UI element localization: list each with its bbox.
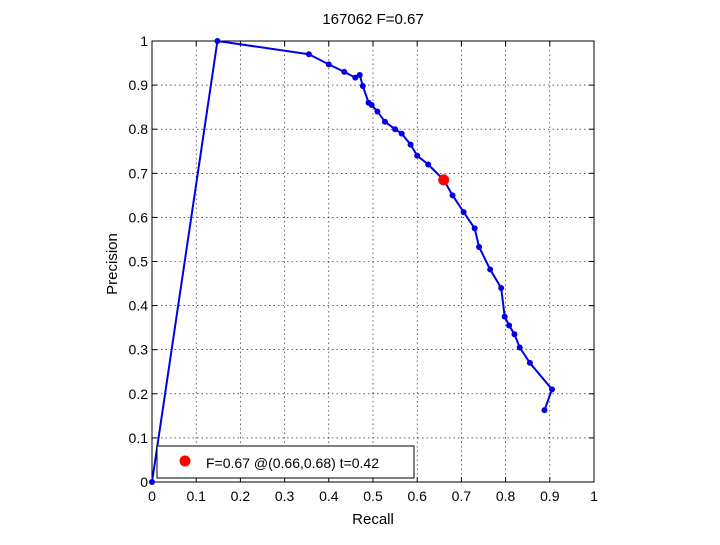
data-point	[368, 101, 375, 108]
x-tick-label: 0.6	[407, 488, 427, 504]
legend: F=0.67 @(0.66,0.68) t=0.42	[156, 445, 415, 479]
x-tick-label: 0	[148, 488, 156, 504]
data-point	[471, 225, 478, 232]
data-point	[305, 51, 312, 58]
data-point	[511, 331, 518, 338]
data-point	[476, 243, 483, 250]
x-axis-label: Recall	[352, 511, 394, 528]
x-tick-label: 0.7	[452, 488, 472, 504]
data-point	[460, 209, 467, 216]
data-point	[359, 82, 366, 89]
data-point	[325, 61, 332, 68]
y-tick-label: 0.6	[129, 209, 149, 225]
x-tick-label: 0.2	[231, 488, 251, 504]
data-point	[425, 161, 432, 168]
y-tick-label: 1	[140, 33, 148, 49]
plot-frame	[151, 40, 595, 483]
data-point	[526, 359, 533, 366]
data-point	[149, 479, 155, 485]
data-point	[516, 344, 523, 351]
x-tick-label: 0.8	[496, 488, 516, 504]
data-point	[498, 284, 505, 291]
data-point	[449, 192, 456, 199]
data-point	[407, 141, 414, 148]
x-tick-label: 0.1	[186, 488, 206, 504]
chart-title: 167062 F=0.67	[322, 11, 423, 28]
legend-marker	[179, 455, 191, 467]
data-point	[541, 407, 548, 414]
x-tick-label: 0.3	[275, 488, 295, 504]
series-layer	[149, 38, 556, 485]
data-point	[341, 68, 348, 75]
y-tick-label: 0.2	[129, 386, 149, 402]
data-point	[352, 74, 359, 81]
data-point	[214, 38, 221, 44]
axis-ticks: 0 0.1 0.2 0.3 0.4 0.5 0.6 0.7 0.8 0.9 1 0 0.1 0.2 0.3 0…	[129, 33, 599, 504]
data-point	[414, 152, 421, 159]
data-point	[356, 71, 363, 78]
data-point	[392, 126, 399, 133]
data-point	[487, 266, 494, 273]
legend-box	[156, 445, 415, 479]
y-tick-label: 0.7	[129, 165, 149, 181]
data-point	[549, 386, 556, 393]
y-tick-label: 0.4	[129, 298, 149, 314]
y-tick-label: 0.3	[129, 342, 149, 358]
data-point	[381, 118, 388, 125]
y-tick-label: 0.5	[129, 254, 149, 270]
y-tick-label: 0.9	[129, 77, 149, 93]
best-f-point	[438, 174, 450, 186]
data-point	[501, 313, 508, 320]
y-tick-label: 0.8	[129, 121, 149, 137]
x-tick-label: 0.4	[319, 488, 339, 504]
x-tick-label: 0.9	[540, 488, 560, 504]
y-axis-label: Precision	[104, 233, 121, 295]
data-point	[398, 130, 405, 137]
x-tick-label: 1	[590, 488, 598, 504]
grid	[152, 41, 594, 482]
y-tick-label: 0.1	[129, 430, 149, 446]
data-point	[506, 322, 513, 329]
legend-label: F=0.67 @(0.66,0.68) t=0.42	[206, 455, 379, 471]
data-point	[374, 108, 381, 115]
y-tick-label: 0	[140, 474, 148, 490]
x-tick-label: 0.5	[363, 488, 383, 504]
